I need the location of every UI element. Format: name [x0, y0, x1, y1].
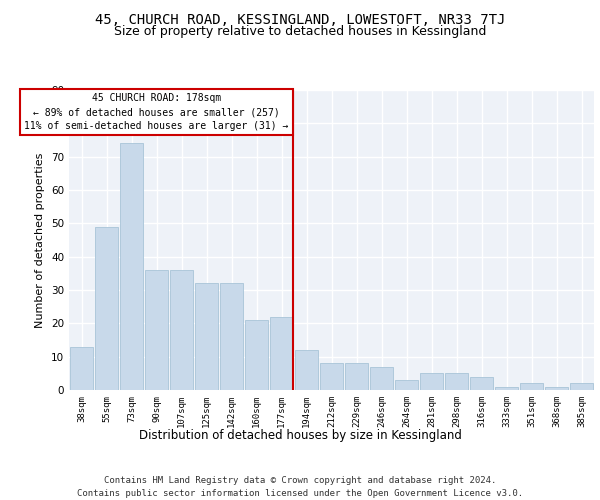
Bar [445, 374, 468, 390]
Y-axis label: Number of detached properties: Number of detached properties [35, 152, 46, 328]
Bar [495, 386, 518, 390]
Text: 45, CHURCH ROAD, KESSINGLAND, LOWESTOFT, NR33 7TJ: 45, CHURCH ROAD, KESSINGLAND, LOWESTOFT,… [95, 12, 505, 26]
Bar [320, 364, 343, 390]
Text: 45 CHURCH ROAD: 178sqm
← 89% of detached houses are smaller (257)
11% of semi-de: 45 CHURCH ROAD: 178sqm ← 89% of detached… [25, 94, 289, 132]
Text: Size of property relative to detached houses in Kessingland: Size of property relative to detached ho… [114, 25, 486, 38]
Text: Contains HM Land Registry data © Crown copyright and database right 2024.
Contai: Contains HM Land Registry data © Crown c… [77, 476, 523, 498]
Bar [170, 270, 193, 390]
Bar [345, 364, 368, 390]
Bar [145, 270, 168, 390]
Bar [270, 316, 293, 390]
Bar [70, 346, 93, 390]
Bar [545, 386, 568, 390]
Bar [520, 384, 543, 390]
Text: Distribution of detached houses by size in Kessingland: Distribution of detached houses by size … [139, 428, 461, 442]
Bar [295, 350, 318, 390]
Bar [370, 366, 393, 390]
Bar [195, 284, 218, 390]
Bar [570, 384, 593, 390]
Bar [245, 320, 268, 390]
Bar [120, 144, 143, 390]
Bar [420, 374, 443, 390]
Bar [220, 284, 243, 390]
Bar [470, 376, 493, 390]
Bar [395, 380, 418, 390]
Bar [95, 226, 118, 390]
